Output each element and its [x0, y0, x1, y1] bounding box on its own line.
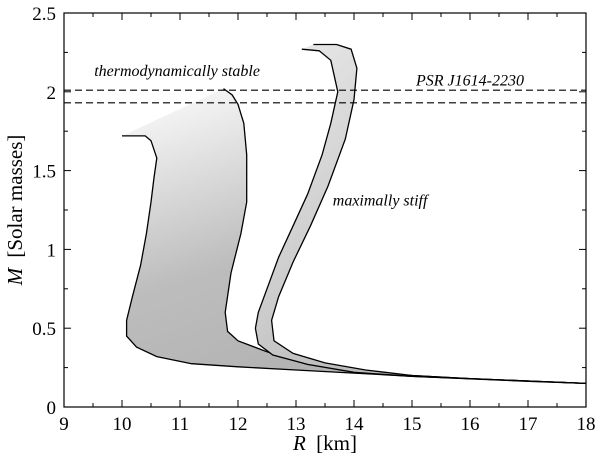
band-fill-1 — [255, 44, 586, 384]
x-tick-label: 12 — [229, 414, 248, 435]
y-tick-label: 1 — [47, 240, 57, 261]
y-tick-label: 0.5 — [32, 319, 56, 340]
band-1-inner-curve — [270, 43, 586, 385]
y-tick-label: 2 — [47, 83, 57, 104]
x-tick-label: 16 — [461, 414, 480, 435]
x-tick-label: 14 — [345, 414, 365, 435]
reference-lines — [64, 89, 586, 104]
axis-ticks: 9 10 11 12 13 14 15 16 17 18 0 0.5 1 1.5 2 2.5 — [32, 4, 595, 435]
bands-layer — [122, 43, 586, 385]
y-tick-label: 1.5 — [32, 162, 56, 183]
annotation-2: maximally stiff — [333, 192, 430, 209]
annotation-1: PSR J1614-2230 — [415, 72, 524, 89]
annotation-0: thermodynamically stable — [94, 63, 260, 80]
annotations: thermodynamically stable PSR J1614-2230 ma… — [94, 63, 524, 209]
x-tick-label: 9 — [59, 414, 69, 435]
x-tick-label: 11 — [171, 414, 189, 435]
y-axis-unit: [Solar masses] — [3, 135, 27, 258]
x-tick-label: 17 — [519, 414, 538, 435]
x-tick-label: 18 — [577, 414, 596, 435]
x-tick-label: 15 — [403, 414, 422, 435]
band-0-inner-curve — [223, 88, 586, 385]
x-tick-label: 13 — [287, 414, 306, 435]
band-1-outer-curve — [254, 48, 586, 385]
y-tick-label: 0 — [47, 398, 57, 419]
band-fill-0 — [122, 88, 586, 384]
x-axis-var: R — [292, 431, 306, 455]
y-tick-label: 2.5 — [32, 4, 56, 25]
x-axis-label: R [km] — [292, 431, 357, 455]
x-axis-unit: [km] — [316, 431, 357, 455]
y-axis-label: M [Solar masses] — [3, 135, 27, 287]
x-tick-label: 10 — [113, 414, 132, 435]
y-axis-var: M — [3, 266, 27, 286]
